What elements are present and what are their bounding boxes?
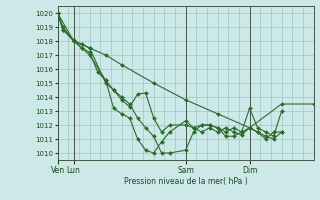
X-axis label: Pression niveau de la mer( hPa ): Pression niveau de la mer( hPa ) xyxy=(124,177,247,186)
